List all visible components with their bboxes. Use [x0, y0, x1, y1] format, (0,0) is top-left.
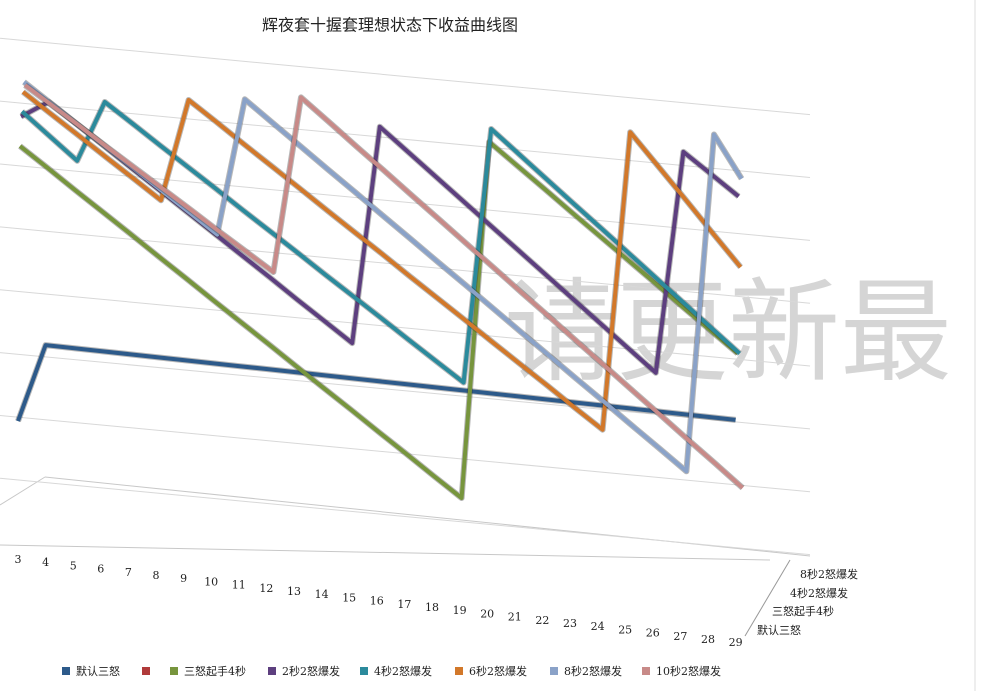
- legend-swatch: [62, 667, 70, 675]
- x-tick-label: 17: [397, 598, 411, 611]
- x-tick-label: 20: [480, 607, 494, 620]
- x-tick-label: 12: [259, 582, 273, 595]
- grid-line: [0, 37, 811, 116]
- x-tick-label: 13: [287, 585, 301, 598]
- legend-label: 2秒2怒爆发: [282, 664, 340, 678]
- x-tick-label: 16: [370, 595, 384, 608]
- depth-axis: [744, 559, 791, 637]
- x-tick-label: 9: [180, 572, 187, 585]
- depth-label: 三怒起手4秒: [772, 604, 834, 618]
- x-tick-label: 29: [729, 636, 743, 649]
- x-tick-label: 5: [70, 559, 77, 572]
- grid-line: [0, 289, 811, 367]
- x-tick-label: 14: [315, 588, 329, 601]
- x-tick-label: 10: [204, 575, 218, 588]
- x-tick-label: 24: [591, 620, 605, 633]
- line: [16, 343, 736, 422]
- depth-label: 8秒2怒爆发: [800, 567, 858, 581]
- legend-label: 8秒2怒爆发: [564, 664, 622, 678]
- legend-label: 三怒起手4秒: [184, 664, 246, 678]
- grid-line: [0, 100, 811, 178]
- x-tick-label: 21: [508, 611, 522, 624]
- legend-swatch: [642, 667, 650, 675]
- line: [21, 90, 743, 432]
- legend-label: 10秒2怒爆发: [656, 664, 721, 678]
- x-tick-label: 15: [342, 591, 356, 604]
- x-tick-label: 22: [535, 614, 549, 627]
- floor-edge: [0, 544, 771, 561]
- grid-line: [0, 477, 811, 556]
- depth-label: 默认三怒: [757, 623, 801, 637]
- x-tick-label: 8: [153, 569, 160, 582]
- x-tick-label: 11: [232, 579, 246, 592]
- x-tick-label: 3: [15, 553, 22, 566]
- chart-title: 辉夜套十握套理想状态下收益曲线图: [262, 16, 518, 35]
- x-tick-label: 19: [453, 604, 467, 617]
- legend-swatch: [550, 667, 558, 675]
- watermark: 请更新最: [504, 268, 952, 398]
- x-tick-label: 27: [673, 630, 687, 643]
- x-tick-label: 4: [42, 556, 49, 569]
- line: [23, 83, 744, 490]
- legend-swatch: [360, 667, 368, 675]
- x-tick-label: 7: [125, 566, 132, 579]
- x-tick-label: 28: [701, 633, 715, 646]
- grid-line: [0, 352, 811, 430]
- legend-swatch: [268, 667, 276, 675]
- legend-swatch: [170, 667, 178, 675]
- x-tick-label: 18: [425, 601, 439, 614]
- legend-swatch: [142, 667, 150, 675]
- x-tick-label: 23: [563, 617, 577, 630]
- depth-label: 4秒2怒爆发: [790, 586, 848, 600]
- legend-label: 默认三怒: [76, 664, 120, 678]
- legend-label: 6秒2怒爆发: [469, 664, 527, 678]
- legend-label: 4秒2怒爆发: [374, 664, 432, 678]
- x-tick-label: 6: [97, 563, 104, 576]
- x-tick-label: 25: [618, 623, 632, 636]
- x-tick-label: 26: [646, 627, 660, 640]
- legend-swatch: [455, 667, 463, 675]
